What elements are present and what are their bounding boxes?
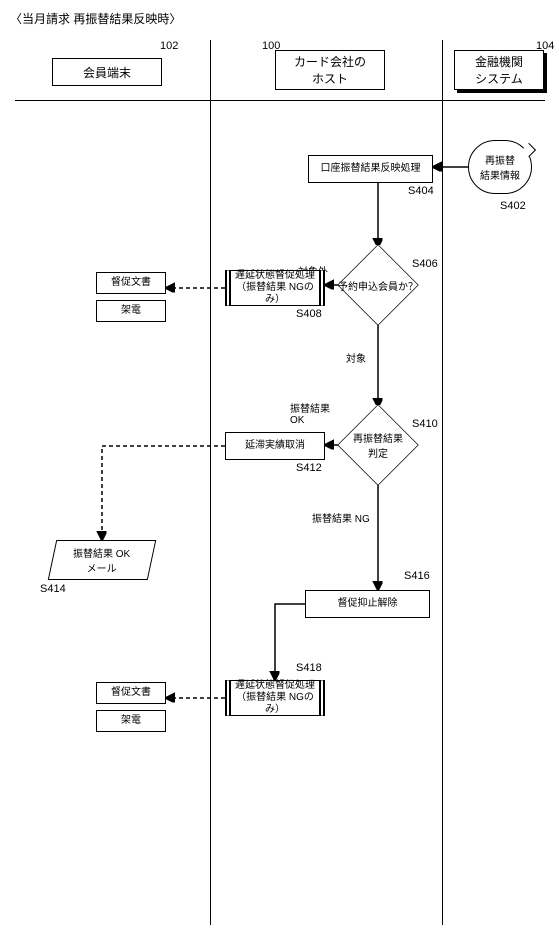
arrows-layer	[0, 0, 559, 937]
output-call-2: 架電	[96, 710, 166, 732]
output-dunning-2: 督促文書	[96, 682, 166, 704]
node-s408: 遅延状態督促処理 （振替結果 NGのみ）	[225, 270, 325, 306]
id-s404: S404	[408, 185, 434, 197]
node-s406-text: 予約申込会員か？	[338, 278, 418, 293]
node-s408-text: 遅延状態督促処理 （振替結果 NGのみ）	[231, 270, 319, 306]
id-s406: S406	[412, 258, 438, 270]
node-s412-text: 延滞実績取消	[245, 440, 305, 452]
node-s406: 予約申込会員か？	[338, 245, 418, 325]
node-s412: 延滞実績取消	[225, 432, 325, 460]
node-s410: 再振替結果 判定	[338, 405, 418, 485]
id-s412: S412	[296, 462, 322, 474]
node-s418-text: 遅延状態督促処理 （振替結果 NGのみ）	[231, 680, 319, 716]
id-s402: S402	[500, 200, 526, 212]
node-s404-text: 口座振替結果反映処理	[321, 163, 421, 175]
id-s408: S408	[296, 308, 322, 320]
node-s414-text: 振替結果 OK メール	[73, 545, 130, 575]
node-s402: 再振替 結果情報	[468, 140, 532, 194]
node-s404: 口座振替結果反映処理	[308, 155, 433, 183]
edge-406-in: 対象	[346, 350, 366, 365]
flowchart-canvas: 〈当月請求 再振替結果反映時〉 102 会員端末 100 カード会社の ホスト …	[0, 0, 559, 937]
node-s402-text: 再振替 結果情報	[480, 152, 520, 182]
output-dunning-1: 督促文書	[96, 272, 166, 294]
node-s416: 督促抑止解除	[305, 590, 430, 618]
edge-410-ok: 振替結果 OK	[290, 400, 330, 426]
id-s418: S418	[296, 662, 322, 674]
id-s410: S410	[412, 418, 438, 430]
node-s416-text: 督促抑止解除	[338, 598, 398, 610]
node-s410-text: 再振替結果 判定	[353, 430, 403, 460]
id-s414: S414	[40, 583, 66, 595]
node-s414: 振替結果 OK メール	[48, 540, 157, 580]
id-s416: S416	[404, 570, 430, 582]
node-s418: 遅延状態督促処理 （振替結果 NGのみ）	[225, 680, 325, 716]
output-call-1: 架電	[96, 300, 166, 322]
edge-410-ng: 振替結果 NG	[312, 510, 370, 525]
